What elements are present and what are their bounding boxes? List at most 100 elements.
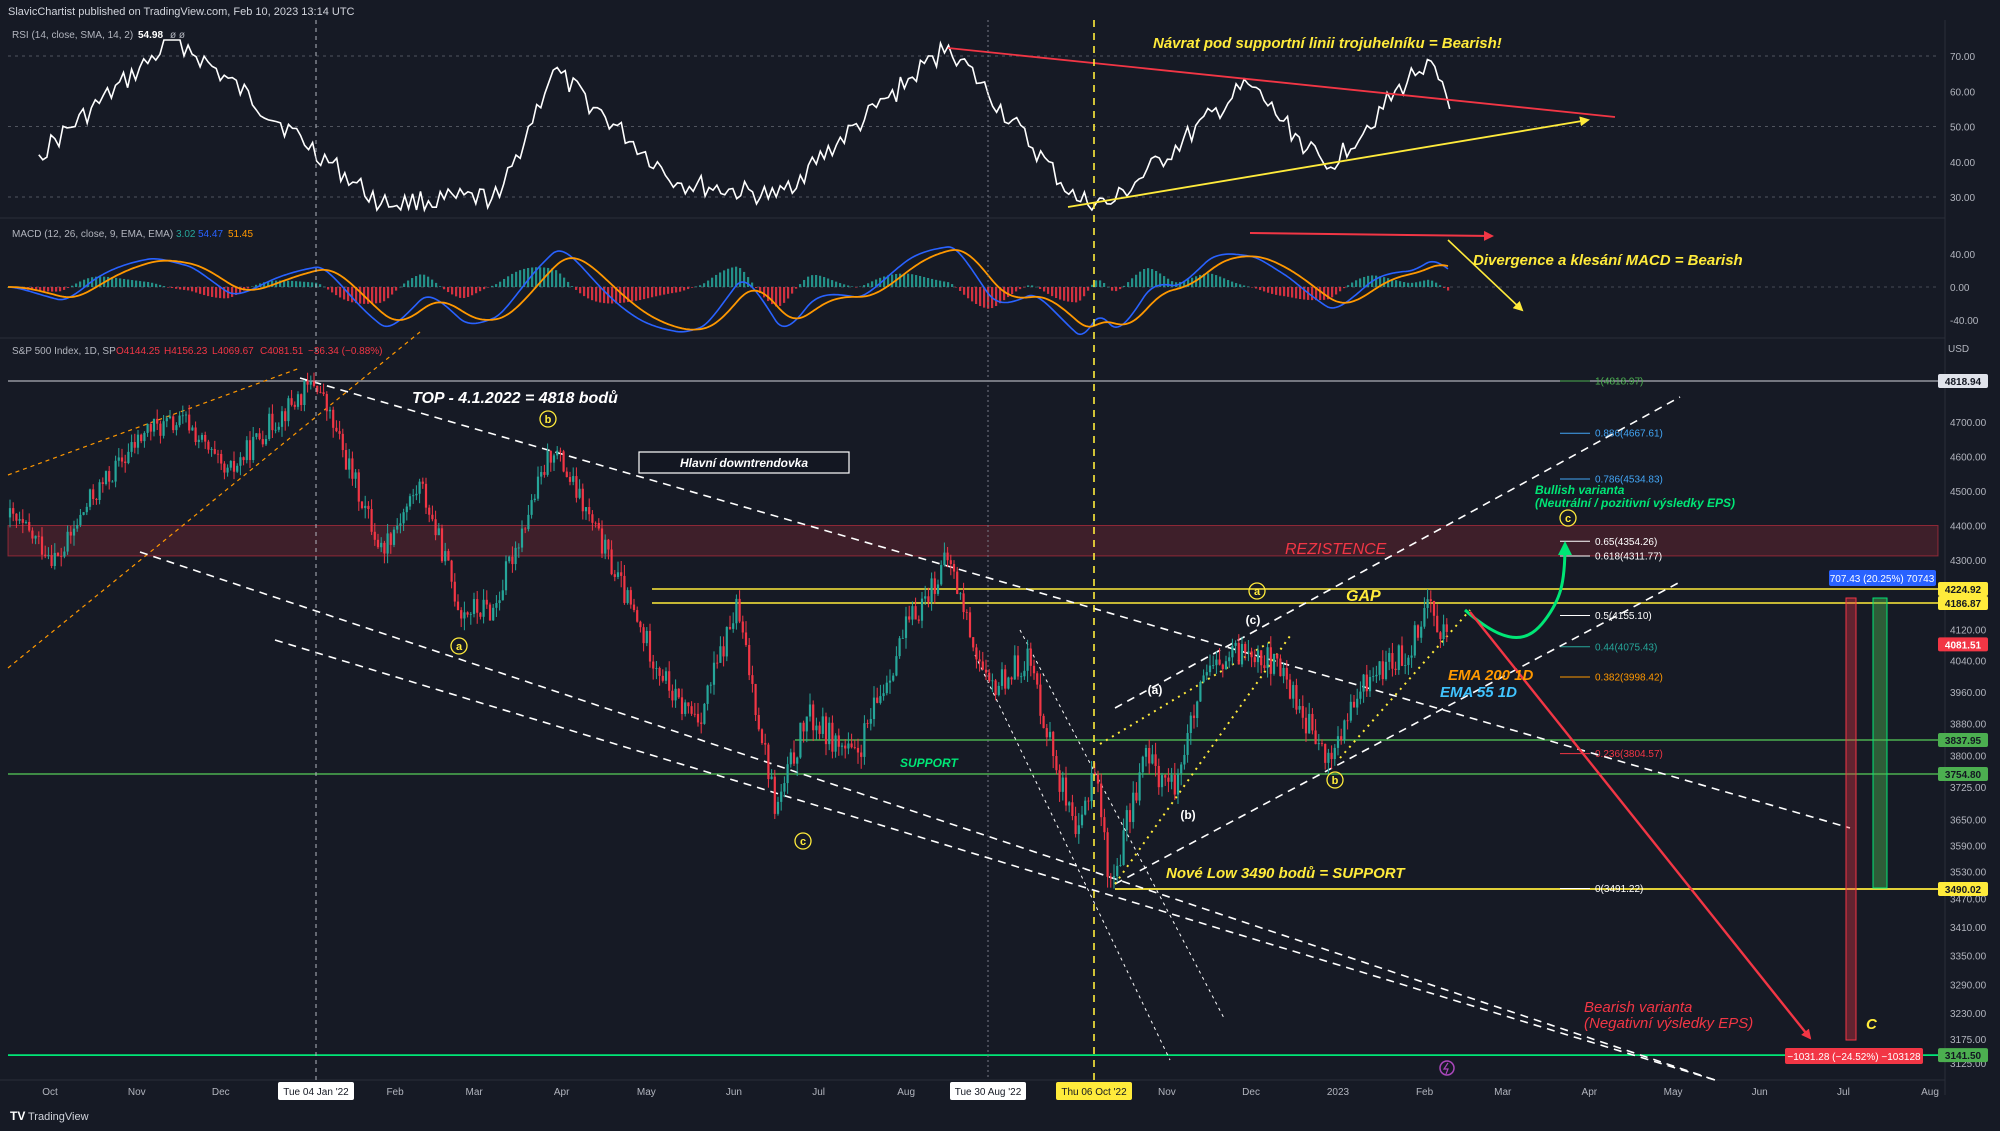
price-candle-body <box>1442 624 1445 640</box>
price-candle-body <box>1231 645 1234 658</box>
price-badge-label: 4224.92 <box>1945 585 1982 596</box>
macd-hist-bar <box>83 279 86 287</box>
price-candle-body <box>1055 756 1058 771</box>
price-candle-body <box>15 513 18 521</box>
measure-down-bar[interactable] <box>1845 597 1857 1041</box>
price-candle-body <box>1096 774 1100 784</box>
price-candle-body <box>776 801 780 814</box>
macd-hist-bar <box>1211 273 1214 287</box>
price-candle-body <box>920 598 924 621</box>
macd-hist-bar <box>1007 287 1010 298</box>
price-candle-body <box>680 697 684 714</box>
macd-hist-bar <box>159 284 162 287</box>
rsi-scale[interactable]: 70.00 60.00 50.00 40.00 30.00 <box>1950 52 1975 204</box>
price-candle-body <box>578 488 581 498</box>
macd-pane[interactable]: MACD (12, 26, close, 9, EMA, EMA) 3.02 5… <box>7 229 1979 336</box>
price-candle-body <box>1100 783 1103 818</box>
macd-hist-bar <box>679 287 682 292</box>
macd-hist-bar <box>839 283 842 287</box>
price-pane[interactable]: S&P 500 Index, 1D, SP O4144.25 H4156.23 … <box>7 20 1988 1081</box>
price-candle-body <box>786 764 789 784</box>
macd-hist-bar <box>903 273 906 287</box>
macd-hist-bar <box>819 275 822 287</box>
price-candle-body <box>716 662 719 664</box>
price-candle-body <box>914 606 917 620</box>
macd-hist-bar <box>591 287 594 301</box>
wedge-line-1 <box>1114 635 1291 885</box>
macd-hist-bar <box>615 287 618 304</box>
price-scale[interactable]: 4700.00 4600.00 4500.00 4400.00 4300.00 4120.… <box>1950 418 1987 1070</box>
measure-up-badge[interactable] <box>1829 570 1936 586</box>
price-badges[interactable]: 4818.94 4224.92 4186.87 4081.51 3837.95 3754.… <box>1938 374 1988 1063</box>
price-candle-body <box>629 590 632 605</box>
rsi-pane[interactable]: RSI (14, close, SMA, 14, 2) 54.98 ø ø 70… <box>8 30 1975 213</box>
macd-hist-bar <box>1075 287 1078 303</box>
price-candle-body <box>722 646 725 657</box>
resistance-zone[interactable] <box>7 525 1939 557</box>
price-candle-body <box>1253 657 1256 663</box>
macd-hist-bar <box>535 267 538 287</box>
price-candle-body <box>357 472 360 502</box>
price-candle-body <box>440 528 444 562</box>
macd-hist-bar <box>231 287 234 297</box>
wave-label: c <box>1565 513 1571 525</box>
macd-hist-bar <box>327 287 330 290</box>
macd-hist-bar <box>219 287 222 299</box>
macd-hist-bar <box>579 287 582 294</box>
macd-hist-bar <box>827 278 830 287</box>
macd-legend-signal: 51.45 <box>228 229 253 240</box>
time-tick-label: Mar <box>1494 1087 1512 1098</box>
price-candle-body <box>421 481 424 484</box>
price-candle-body <box>549 450 552 463</box>
price-candle-body <box>754 683 757 716</box>
time-scale[interactable]: Oct Nov Dec Feb Mar Apr May Jun Jul Aug Nov Dec 2023… <box>42 1087 1939 1098</box>
macd-hist-bar <box>655 287 658 297</box>
macd-hist-bar <box>331 287 334 293</box>
macd-hist-bar <box>67 287 70 288</box>
macd-hist-bar <box>987 287 990 309</box>
price-candle-body <box>1196 701 1199 719</box>
price-candle-body <box>280 411 284 427</box>
macd-hist-bar <box>1351 282 1354 287</box>
price-candle-body <box>543 472 546 475</box>
price-candle-body <box>559 450 562 452</box>
fibonacci-retracement[interactable]: 1(4818.97) 0.886(4667.61) 0.786(4534.83) 0.… <box>1560 376 1663 895</box>
fib-level-label: 0.382(3998.42) <box>1595 672 1663 683</box>
macd-hist-bar <box>1279 287 1282 296</box>
measure-down-badge[interactable] <box>1785 1048 1923 1064</box>
price-candle-body <box>1224 661 1228 669</box>
macd-hist-bar <box>751 282 754 287</box>
price-tick-label: 3880.00 <box>1950 719 1987 730</box>
measure-up-bar[interactable] <box>1872 597 1888 889</box>
price-candle-body <box>1048 731 1052 738</box>
price-candle-body <box>476 599 479 613</box>
macd-hist-bar <box>179 287 182 290</box>
price-candle-body <box>703 703 706 724</box>
price-candle-body <box>1160 775 1164 788</box>
tradingview-logo[interactable]: TV TradingView <box>10 1109 89 1123</box>
macd-hist-bar <box>943 281 946 287</box>
downtrend-label-box <box>638 451 850 474</box>
macd-hist-bar <box>1283 287 1286 297</box>
price-candle-body <box>1144 747 1148 757</box>
macd-hist-bar <box>791 287 794 294</box>
price-candle-body <box>146 424 149 433</box>
price-candle-body <box>536 476 540 499</box>
price-candle-body <box>623 575 626 603</box>
lightning-icon[interactable] <box>1439 1060 1455 1076</box>
price-candle-body <box>1192 715 1196 719</box>
macd-hist-bar <box>407 280 410 287</box>
macd-scale[interactable]: 40.00 0.00 -40.00 <box>8 250 1979 327</box>
price-candle-body <box>508 556 511 562</box>
rsi-line <box>38 39 1451 213</box>
rsi-annotation: Návrat pod supportní linii trojuhelníku … <box>1153 35 1502 52</box>
price-candle-body <box>930 578 933 602</box>
macd-hist-bar <box>1163 276 1166 287</box>
price-candle-body <box>252 436 255 460</box>
macd-hist-bar <box>715 274 718 287</box>
macd-hist-bar <box>1043 287 1046 292</box>
price-badge-label: 4081.51 <box>1945 640 1982 651</box>
price-legend-symbol: S&P 500 Index, 1D, SP <box>12 346 116 357</box>
price-candle-body <box>1112 876 1116 878</box>
price-candle-body <box>1013 655 1016 680</box>
